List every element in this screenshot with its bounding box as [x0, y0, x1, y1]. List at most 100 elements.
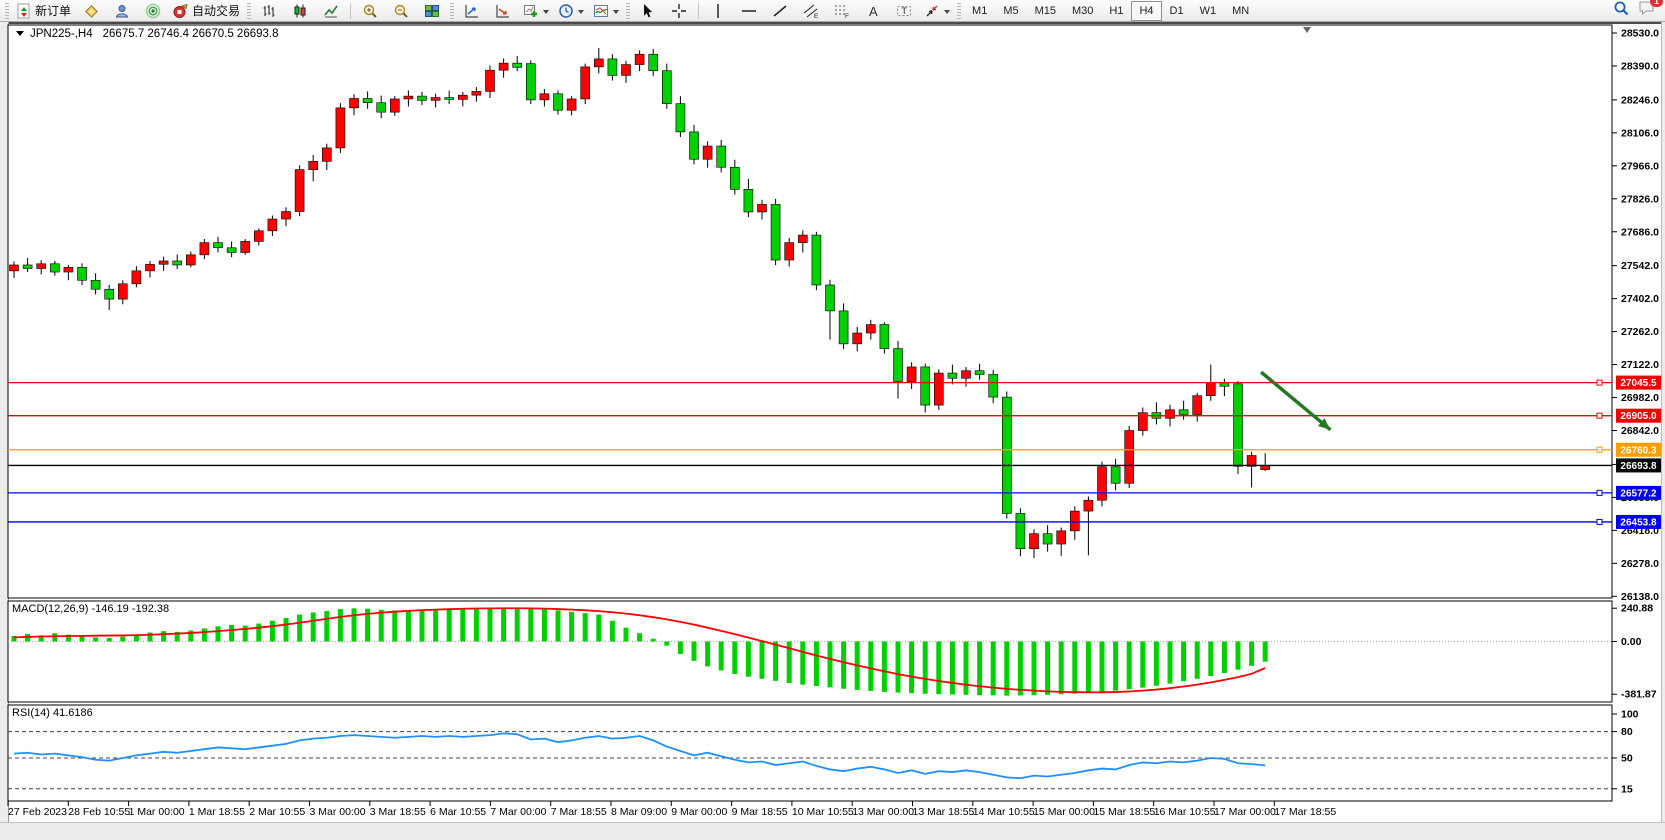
- chart-dropdown-icon[interactable]: [16, 31, 24, 40]
- text-tool-button[interactable]: A: [858, 0, 888, 22]
- chart-template-button[interactable]: [589, 0, 623, 22]
- new-chart-button[interactable]: [519, 0, 553, 22]
- candle-down: [743, 189, 754, 213]
- bar-chart-mode-button[interactable]: [254, 0, 284, 22]
- time-axis-label: 9 Mar 00:00: [671, 806, 727, 818]
- timeframe-H4[interactable]: H4: [1131, 0, 1162, 21]
- price-tick-label: 27122.0: [1621, 359, 1659, 371]
- equidistant-channel-tool-button[interactable]: E: [796, 0, 826, 22]
- timeframe-W1[interactable]: W1: [1199, 4, 1217, 17]
- timeframe-D1[interactable]: D1: [1169, 4, 1184, 17]
- hline-handle[interactable]: [1596, 518, 1603, 525]
- candle-up: [784, 242, 795, 261]
- candle-up: [634, 53, 645, 65]
- price-tick-label: 26278.0: [1621, 558, 1659, 570]
- text-label-tool-button[interactable]: T: [889, 0, 919, 22]
- autotrade-button[interactable]: 自动交易: [169, 0, 244, 22]
- time-axis-label: 16 Mar 10:55: [1154, 806, 1216, 818]
- fibonacci-tool-button[interactable]: F: [827, 0, 857, 22]
- candle-down: [947, 372, 958, 379]
- candle-down: [376, 102, 387, 113]
- search-icon[interactable]: [1613, 0, 1630, 22]
- hline-handle[interactable]: [1596, 412, 1603, 419]
- time-axis-label: 7 Mar 00:00: [490, 806, 546, 818]
- toolbar-grip[interactable]: [626, 2, 631, 19]
- candle-down: [661, 70, 672, 104]
- zoom-out-button[interactable]: [386, 0, 416, 22]
- indicator-window2-button[interactable]: [488, 0, 518, 22]
- cursor-tool-button[interactable]: [633, 0, 663, 22]
- rsi-panel[interactable]: [7, 704, 1613, 802]
- time-axis-label: 17 Mar 00:00: [1214, 806, 1276, 818]
- candle-up: [498, 62, 509, 71]
- price-tick-label: 27402.0: [1621, 293, 1659, 305]
- time-axis-label: 3 Mar 00:00: [310, 806, 366, 818]
- timeframe-MN[interactable]: MN: [1232, 4, 1250, 17]
- toolbar-grip[interactable]: [5, 2, 9, 19]
- text-label-icon: T: [896, 3, 912, 19]
- tile-windows-button[interactable]: [417, 0, 447, 22]
- indicator-window-button[interactable]: [457, 0, 487, 22]
- candle-up: [485, 69, 495, 92]
- time-axis-label: 9 Mar 18:55: [732, 806, 788, 818]
- channel-icon: E: [803, 3, 819, 19]
- timeframe-H1[interactable]: H1: [1109, 4, 1124, 17]
- community-button[interactable]: [107, 0, 137, 22]
- main-chart-panel[interactable]: [7, 24, 1613, 599]
- candle-up: [702, 145, 713, 160]
- toolbar-grip[interactable]: [957, 2, 962, 19]
- hline-handle[interactable]: [1596, 489, 1603, 496]
- candle-down: [675, 103, 686, 133]
- candlestick-icon: [292, 3, 308, 19]
- timeframe-M5[interactable]: M5: [1003, 4, 1019, 17]
- candle-up: [131, 270, 142, 285]
- line-chart-mode-button[interactable]: [316, 0, 346, 22]
- crosshair-tool-button[interactable]: [664, 0, 694, 22]
- candle-down: [1178, 409, 1189, 415]
- new-order-button[interactable]: 新订单: [12, 0, 75, 22]
- timeframe-M1[interactable]: M1: [972, 4, 988, 17]
- market-watch-button[interactable]: [76, 0, 106, 22]
- price-badge-label: 26760.3: [1620, 445, 1657, 456]
- price-badge: [1616, 375, 1661, 390]
- timeframe-M30[interactable]: M30: [1072, 4, 1094, 17]
- arrows-tool-button[interactable]: [920, 0, 954, 22]
- candle-up: [1124, 430, 1134, 484]
- candle-up: [1192, 395, 1202, 415]
- trendline-tool-button[interactable]: [765, 0, 795, 22]
- candle-down: [417, 95, 427, 101]
- hline-handle[interactable]: [1596, 446, 1603, 453]
- toolbar-grip[interactable]: [247, 2, 252, 19]
- zoom-in-icon: [362, 3, 378, 19]
- candlestick-mode-button[interactable]: [285, 0, 315, 22]
- zoom-in-button[interactable]: [355, 0, 385, 22]
- candle-up: [430, 97, 441, 101]
- bottom-frame-strip: [0, 822, 1665, 840]
- vertical-line-tool-button[interactable]: [703, 0, 733, 22]
- candle-up: [308, 161, 319, 170]
- macd-panel[interactable]: [7, 600, 1613, 703]
- time-axis-label: 13 Mar 18:55: [913, 806, 975, 818]
- period-clock-button[interactable]: [554, 0, 588, 22]
- chart-shift-marker[interactable]: [1303, 27, 1311, 33]
- candle-down: [1001, 396, 1012, 514]
- chat-button[interactable]: 1: [1638, 0, 1663, 21]
- arrows-icon: [924, 3, 940, 19]
- candle-up: [321, 147, 332, 162]
- candle-up: [1056, 530, 1066, 545]
- candle-up: [267, 218, 278, 232]
- signal-button[interactable]: [138, 0, 168, 22]
- candle-down: [172, 260, 182, 266]
- toolbar-grip[interactable]: [450, 2, 455, 19]
- price-tick-label: 26138.0: [1621, 591, 1659, 603]
- hline-handle[interactable]: [1596, 379, 1603, 386]
- horizontal-line-tool-button[interactable]: [734, 0, 764, 22]
- rsi-axis-label: 15: [1621, 783, 1633, 795]
- trend-arrow-annotation[interactable]: [1260, 370, 1332, 432]
- timeframe-M15[interactable]: M15: [1034, 4, 1056, 17]
- time-axis-label: 27 Feb 2023: [8, 806, 67, 818]
- price-badge-label: 26693.8: [1620, 461, 1657, 472]
- macd-axis-label: 0.00: [1621, 636, 1642, 648]
- macd-signal-line: [13, 607, 1266, 694]
